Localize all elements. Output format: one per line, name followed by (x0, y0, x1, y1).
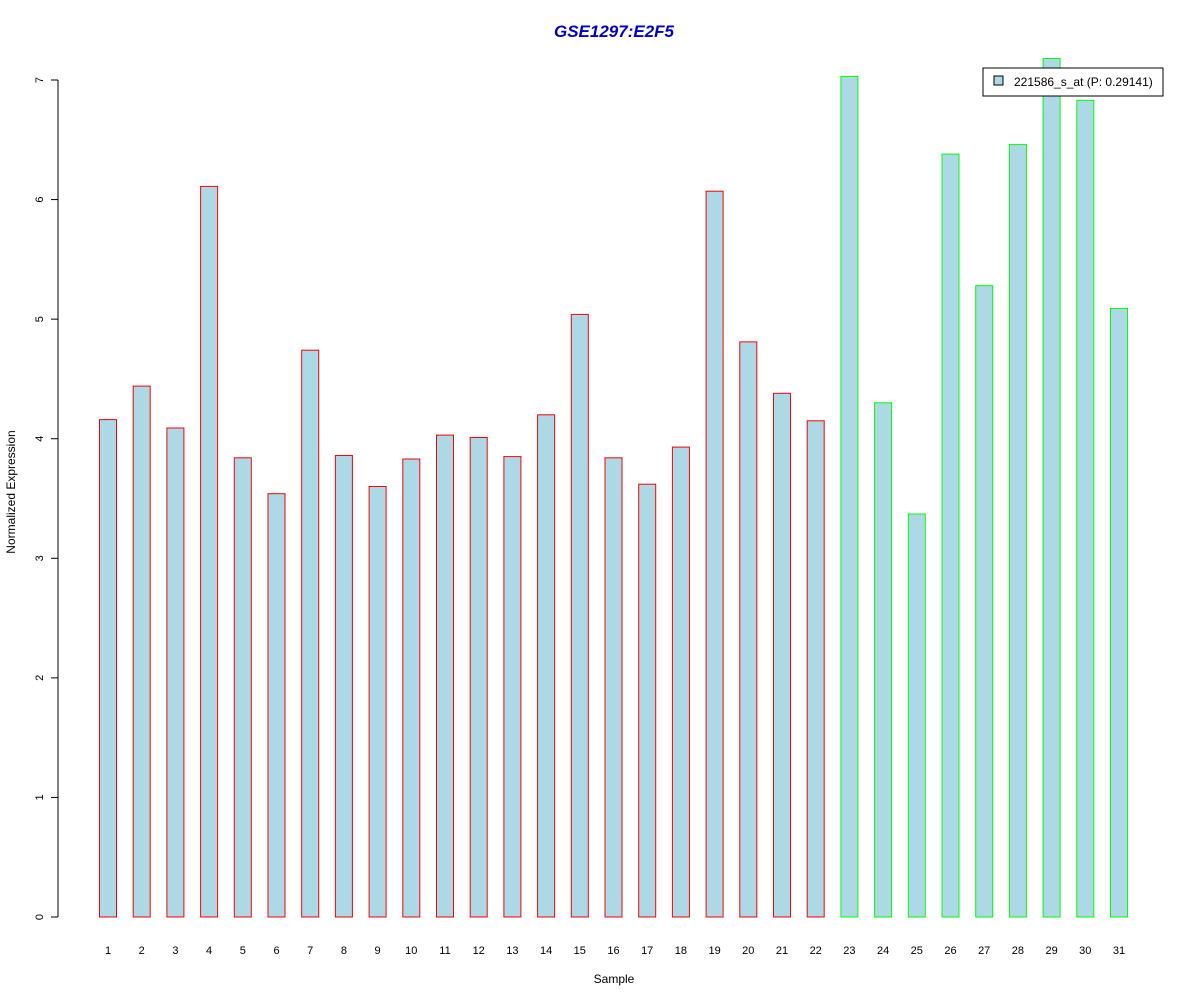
y-tick-label: 7 (34, 77, 46, 83)
legend-swatch (993, 75, 1004, 86)
bar (503, 456, 522, 918)
bar (99, 419, 117, 918)
x-tick-label: 7 (307, 945, 313, 957)
x-tick-label: 31 (1113, 945, 1125, 957)
x-tick-label: 21 (776, 945, 788, 957)
x-tick-label: 27 (978, 945, 990, 957)
bar (1110, 307, 1128, 918)
x-tick-label: 19 (708, 945, 720, 957)
x-tick-label: 1 (105, 945, 111, 957)
x-tick-label: 30 (1079, 945, 1091, 957)
bar (806, 420, 825, 918)
bar (874, 402, 893, 918)
x-tick-labels: 1 2 3 4 5 6 7 8 9 10 11 12 13 14 15 16 17 18 19 20 21 22 23 24 2… (105, 945, 1125, 957)
y-axis-title: Normalized Expression (4, 430, 18, 553)
bar (671, 446, 690, 918)
x-tick-label: 15 (574, 945, 586, 957)
legend: 221586_s_at (P: 0.29141) (982, 67, 1164, 97)
x-tick-label: 11 (439, 945, 450, 957)
bar (907, 513, 926, 918)
bar (537, 414, 556, 918)
bar (469, 437, 488, 918)
bar (233, 457, 252, 918)
x-tick-label: 29 (1045, 945, 1057, 957)
x-tick-label: 22 (810, 945, 822, 957)
y-axis: 0 1 2 3 4 5 6 7 (34, 77, 59, 920)
bar (402, 458, 421, 918)
x-tick-label: 12 (473, 945, 485, 957)
x-tick-label: 20 (742, 945, 754, 957)
x-tick-label: 5 (240, 945, 246, 957)
x-axis-title: Sample (594, 972, 635, 986)
x-tick-label: 16 (607, 945, 619, 957)
x-tick-label: 2 (139, 945, 145, 957)
x-tick-label: 14 (540, 945, 552, 957)
x-tick-label: 10 (405, 945, 417, 957)
legend-box (982, 67, 1164, 97)
x-tick-label: 17 (641, 945, 653, 957)
y-tick-label: 4 (34, 436, 46, 442)
x-tick-label: 13 (506, 945, 518, 957)
x-tick-label: 8 (341, 945, 347, 957)
x-tick-label: 18 (675, 945, 687, 957)
y-tick-label: 1 (34, 794, 46, 800)
bar (132, 385, 151, 918)
bar (840, 75, 859, 918)
bar (368, 486, 387, 918)
bar (301, 349, 320, 918)
bar (604, 457, 623, 918)
x-tick-label: 4 (206, 945, 212, 957)
bar (975, 285, 994, 918)
x-tick-label: 3 (172, 945, 178, 957)
legend-label: 221586_s_at (P: 0.29141) (1014, 75, 1153, 89)
bar (436, 434, 454, 918)
x-tick-label: 23 (843, 945, 855, 957)
bar (1008, 144, 1027, 918)
y-tick-label: 6 (34, 197, 46, 203)
y-tick-label: 5 (34, 316, 46, 322)
bar (1076, 99, 1095, 918)
bar (334, 455, 353, 918)
y-tick-label: 3 (34, 555, 46, 561)
bar (166, 427, 185, 918)
bar (570, 313, 589, 918)
x-tick-label: 26 (944, 945, 956, 957)
bar (941, 153, 960, 918)
y-tick-label: 2 (34, 675, 46, 681)
bar (267, 493, 286, 918)
bar (773, 392, 791, 918)
x-tick-label: 6 (273, 945, 279, 957)
bars-group (99, 58, 1128, 918)
x-tick-label: 28 (1012, 945, 1024, 957)
x-tick-label: 24 (877, 945, 889, 957)
bar (200, 185, 219, 918)
chart-title: GSE1297:E2F5 (554, 22, 675, 41)
bar (739, 341, 758, 918)
bar (705, 190, 724, 918)
y-tick-label: 0 (34, 914, 46, 920)
x-tick-label: 25 (911, 945, 923, 957)
bar (638, 483, 657, 918)
x-tick-label: 9 (375, 945, 381, 957)
bar (1042, 58, 1061, 918)
